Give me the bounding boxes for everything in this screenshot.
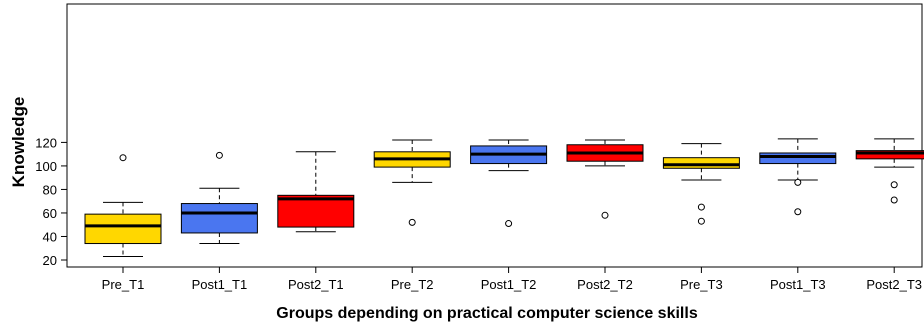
outlier-point <box>697 203 705 211</box>
x-tick-label: Pre_T1 <box>102 277 145 292</box>
x-tick-label: Pre_T2 <box>391 277 434 292</box>
y-tick-label: 60 <box>43 206 57 221</box>
outlier-point <box>890 181 898 189</box>
box <box>759 152 837 165</box>
outlier-point <box>794 208 802 216</box>
outlier-point <box>601 211 609 219</box>
x-tick-label: Post2_T1 <box>288 277 344 292</box>
x-axis-title: Groups depending on practical computer s… <box>276 305 698 322</box>
x-tick-label: Pre_T3 <box>680 277 723 292</box>
outlier-point <box>408 218 416 226</box>
box <box>277 194 355 228</box>
outlier-point <box>794 178 802 186</box>
x-tick-label: Post2_T3 <box>866 277 922 292</box>
box <box>180 203 258 234</box>
y-tick-label: 80 <box>43 182 57 197</box>
x-tick-label: Post2_T2 <box>577 277 633 292</box>
y-tick-label: 100 <box>35 159 57 174</box>
outlier-point <box>215 151 223 159</box>
outlier-point <box>505 220 513 228</box>
y-axis-title: Knowledge <box>9 97 28 188</box>
x-tick-label: Post1_T2 <box>481 277 537 292</box>
y-tick-label: 20 <box>43 253 57 268</box>
y-tick-label: 40 <box>43 229 57 244</box>
box <box>662 157 740 169</box>
outlier-point <box>119 154 127 162</box>
y-tick-label: 120 <box>35 135 57 150</box>
outlier-point <box>697 217 705 225</box>
x-tick-label: Post1_T3 <box>770 277 826 292</box>
outlier-point <box>890 196 898 204</box>
x-tick-label: Post1_T1 <box>192 277 248 292</box>
plot-area: 20 40 60 80 100 120 Pre_T1 Post1_T1 Post2_T1 Pre_… <box>35 3 924 292</box>
plot-frame <box>66 3 923 268</box>
box <box>84 213 162 245</box>
box <box>855 150 924 160</box>
